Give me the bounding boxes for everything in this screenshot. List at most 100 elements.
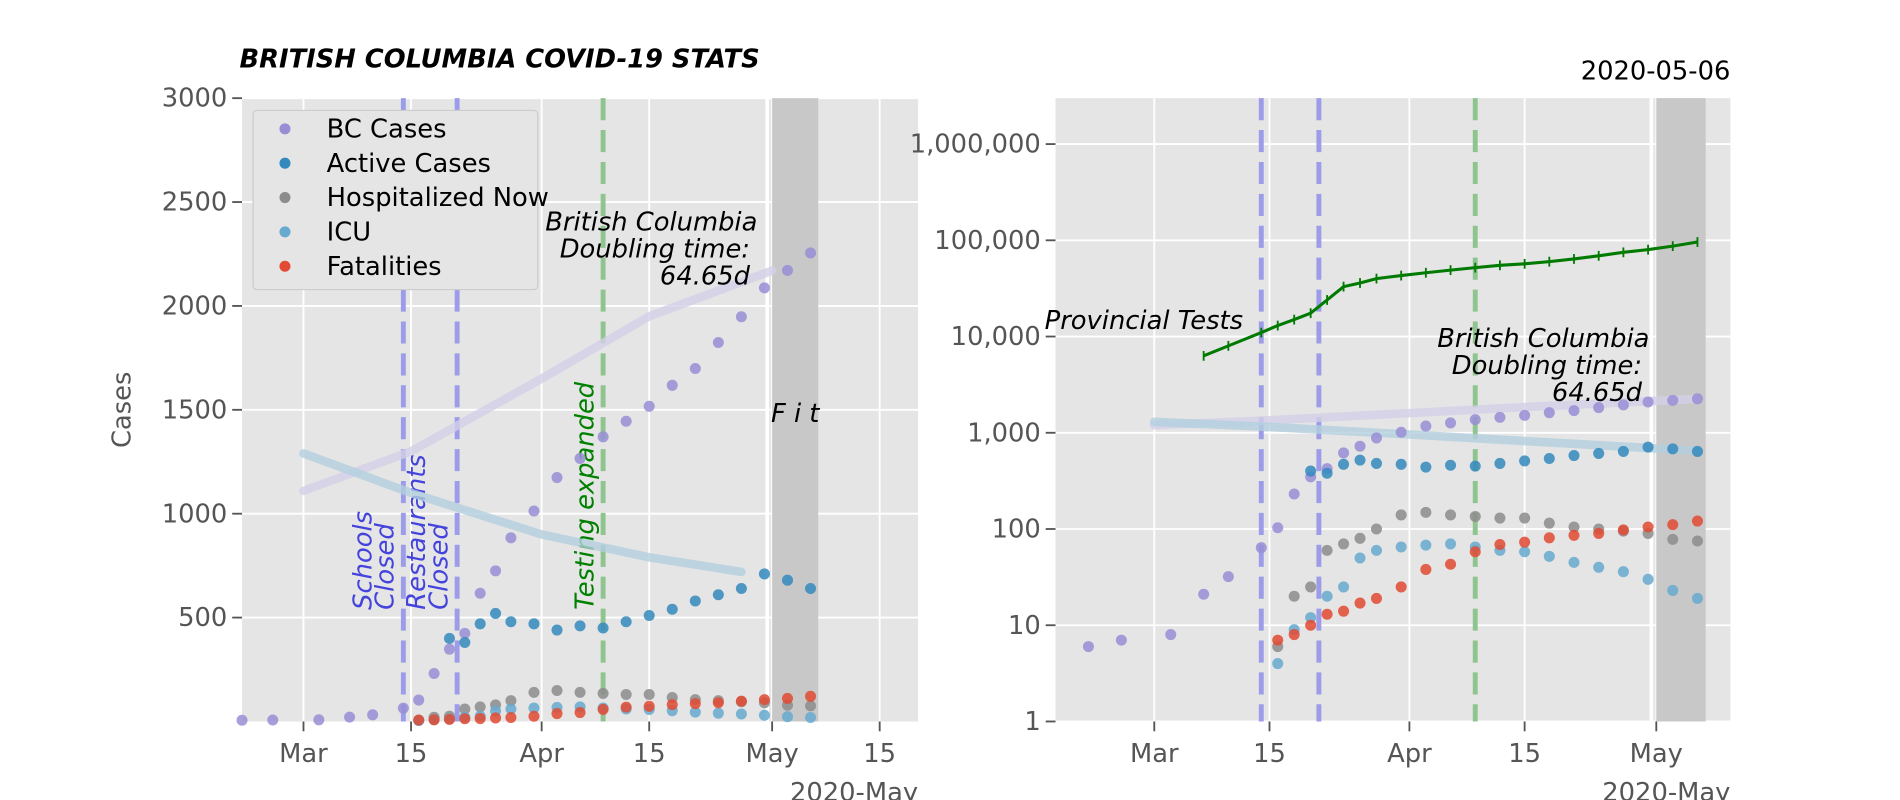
point bbox=[528, 686, 540, 698]
point bbox=[1667, 443, 1679, 455]
point bbox=[597, 622, 609, 634]
point bbox=[551, 684, 563, 697]
point bbox=[1568, 521, 1580, 533]
doubling-annotation: Doubling time: bbox=[1452, 351, 1642, 381]
point bbox=[1445, 459, 1457, 471]
point bbox=[1667, 394, 1679, 406]
point bbox=[1494, 411, 1506, 423]
point bbox=[1420, 539, 1432, 551]
point bbox=[1617, 566, 1629, 578]
point bbox=[1370, 544, 1383, 556]
doubling-annotation: British Columbia bbox=[1437, 324, 1649, 354]
event-label: Schools bbox=[348, 511, 378, 610]
point bbox=[1519, 409, 1531, 421]
point bbox=[735, 582, 747, 595]
point bbox=[528, 505, 540, 517]
point bbox=[490, 565, 502, 577]
y-axis-label: Cases bbox=[107, 372, 137, 448]
point bbox=[1543, 407, 1555, 419]
doubling-annotation: 64.65d bbox=[1552, 378, 1643, 408]
doubling-annotation: 64.65d bbox=[660, 262, 751, 292]
point bbox=[443, 713, 455, 725]
point bbox=[805, 247, 817, 259]
point bbox=[505, 703, 517, 715]
point bbox=[712, 697, 724, 709]
y-tick-label: 100 bbox=[992, 515, 1041, 545]
point bbox=[1469, 510, 1481, 522]
point bbox=[1519, 546, 1531, 558]
point bbox=[1568, 450, 1580, 462]
point bbox=[758, 282, 770, 294]
point bbox=[574, 707, 586, 719]
y-tick-label: 1 bbox=[1024, 707, 1040, 737]
legend-label: Hospitalized Now bbox=[327, 183, 549, 213]
point bbox=[1691, 515, 1703, 527]
point bbox=[505, 712, 517, 724]
point bbox=[1305, 465, 1317, 477]
point bbox=[1395, 509, 1407, 521]
point bbox=[1338, 605, 1350, 617]
point bbox=[459, 713, 471, 725]
point bbox=[620, 616, 632, 628]
point bbox=[1691, 592, 1703, 604]
point bbox=[1593, 402, 1605, 414]
point bbox=[1222, 571, 1234, 583]
point bbox=[574, 686, 586, 698]
point bbox=[1691, 535, 1703, 547]
y-tick-label: 1000 bbox=[162, 499, 228, 529]
point bbox=[1642, 573, 1654, 585]
point bbox=[428, 714, 440, 726]
point bbox=[1691, 393, 1703, 405]
point bbox=[397, 702, 409, 714]
event-label: Testing expanded bbox=[570, 381, 600, 610]
y-tick-label: 10 bbox=[1008, 611, 1041, 641]
point bbox=[1667, 533, 1679, 545]
point bbox=[574, 452, 586, 464]
point bbox=[781, 692, 794, 704]
point bbox=[689, 698, 701, 710]
point bbox=[528, 710, 540, 722]
x-tick-label: 15 bbox=[395, 739, 428, 769]
point bbox=[1321, 590, 1333, 602]
point bbox=[1691, 445, 1703, 457]
point bbox=[1420, 506, 1432, 518]
point bbox=[1255, 542, 1267, 554]
point bbox=[1642, 521, 1654, 533]
point bbox=[689, 706, 701, 718]
point bbox=[758, 568, 770, 580]
point bbox=[459, 627, 471, 639]
point bbox=[474, 701, 486, 713]
point bbox=[1354, 440, 1366, 452]
point bbox=[1445, 509, 1457, 521]
point bbox=[1593, 527, 1605, 539]
fit-curve bbox=[299, 449, 746, 577]
point bbox=[1321, 467, 1333, 479]
point bbox=[1469, 460, 1481, 472]
point bbox=[1288, 629, 1300, 641]
point bbox=[443, 643, 455, 655]
x-tick-label: 15 bbox=[1253, 739, 1286, 769]
x-tick-label: 15 bbox=[863, 739, 896, 769]
chart-title: BRITISH COLUMBIA COVID-19 STATS bbox=[240, 44, 760, 74]
fit-label: F i t bbox=[771, 399, 820, 429]
point bbox=[313, 714, 325, 726]
point bbox=[805, 700, 817, 712]
legend-marker bbox=[279, 192, 291, 204]
point bbox=[1568, 529, 1580, 541]
point bbox=[620, 688, 632, 700]
y-tick-label: 2500 bbox=[162, 188, 228, 218]
point bbox=[1370, 432, 1383, 444]
x-tick-label: Mar bbox=[1130, 739, 1179, 769]
point bbox=[551, 708, 563, 720]
point bbox=[666, 699, 678, 711]
point bbox=[805, 690, 817, 702]
doubling-annotation: Doubling time: bbox=[560, 235, 750, 265]
x-offset-label: 2020-May bbox=[790, 778, 918, 800]
point bbox=[1395, 541, 1407, 553]
point bbox=[490, 607, 502, 619]
point bbox=[551, 624, 563, 636]
point bbox=[1321, 608, 1333, 620]
point bbox=[474, 587, 486, 599]
point bbox=[805, 712, 817, 724]
